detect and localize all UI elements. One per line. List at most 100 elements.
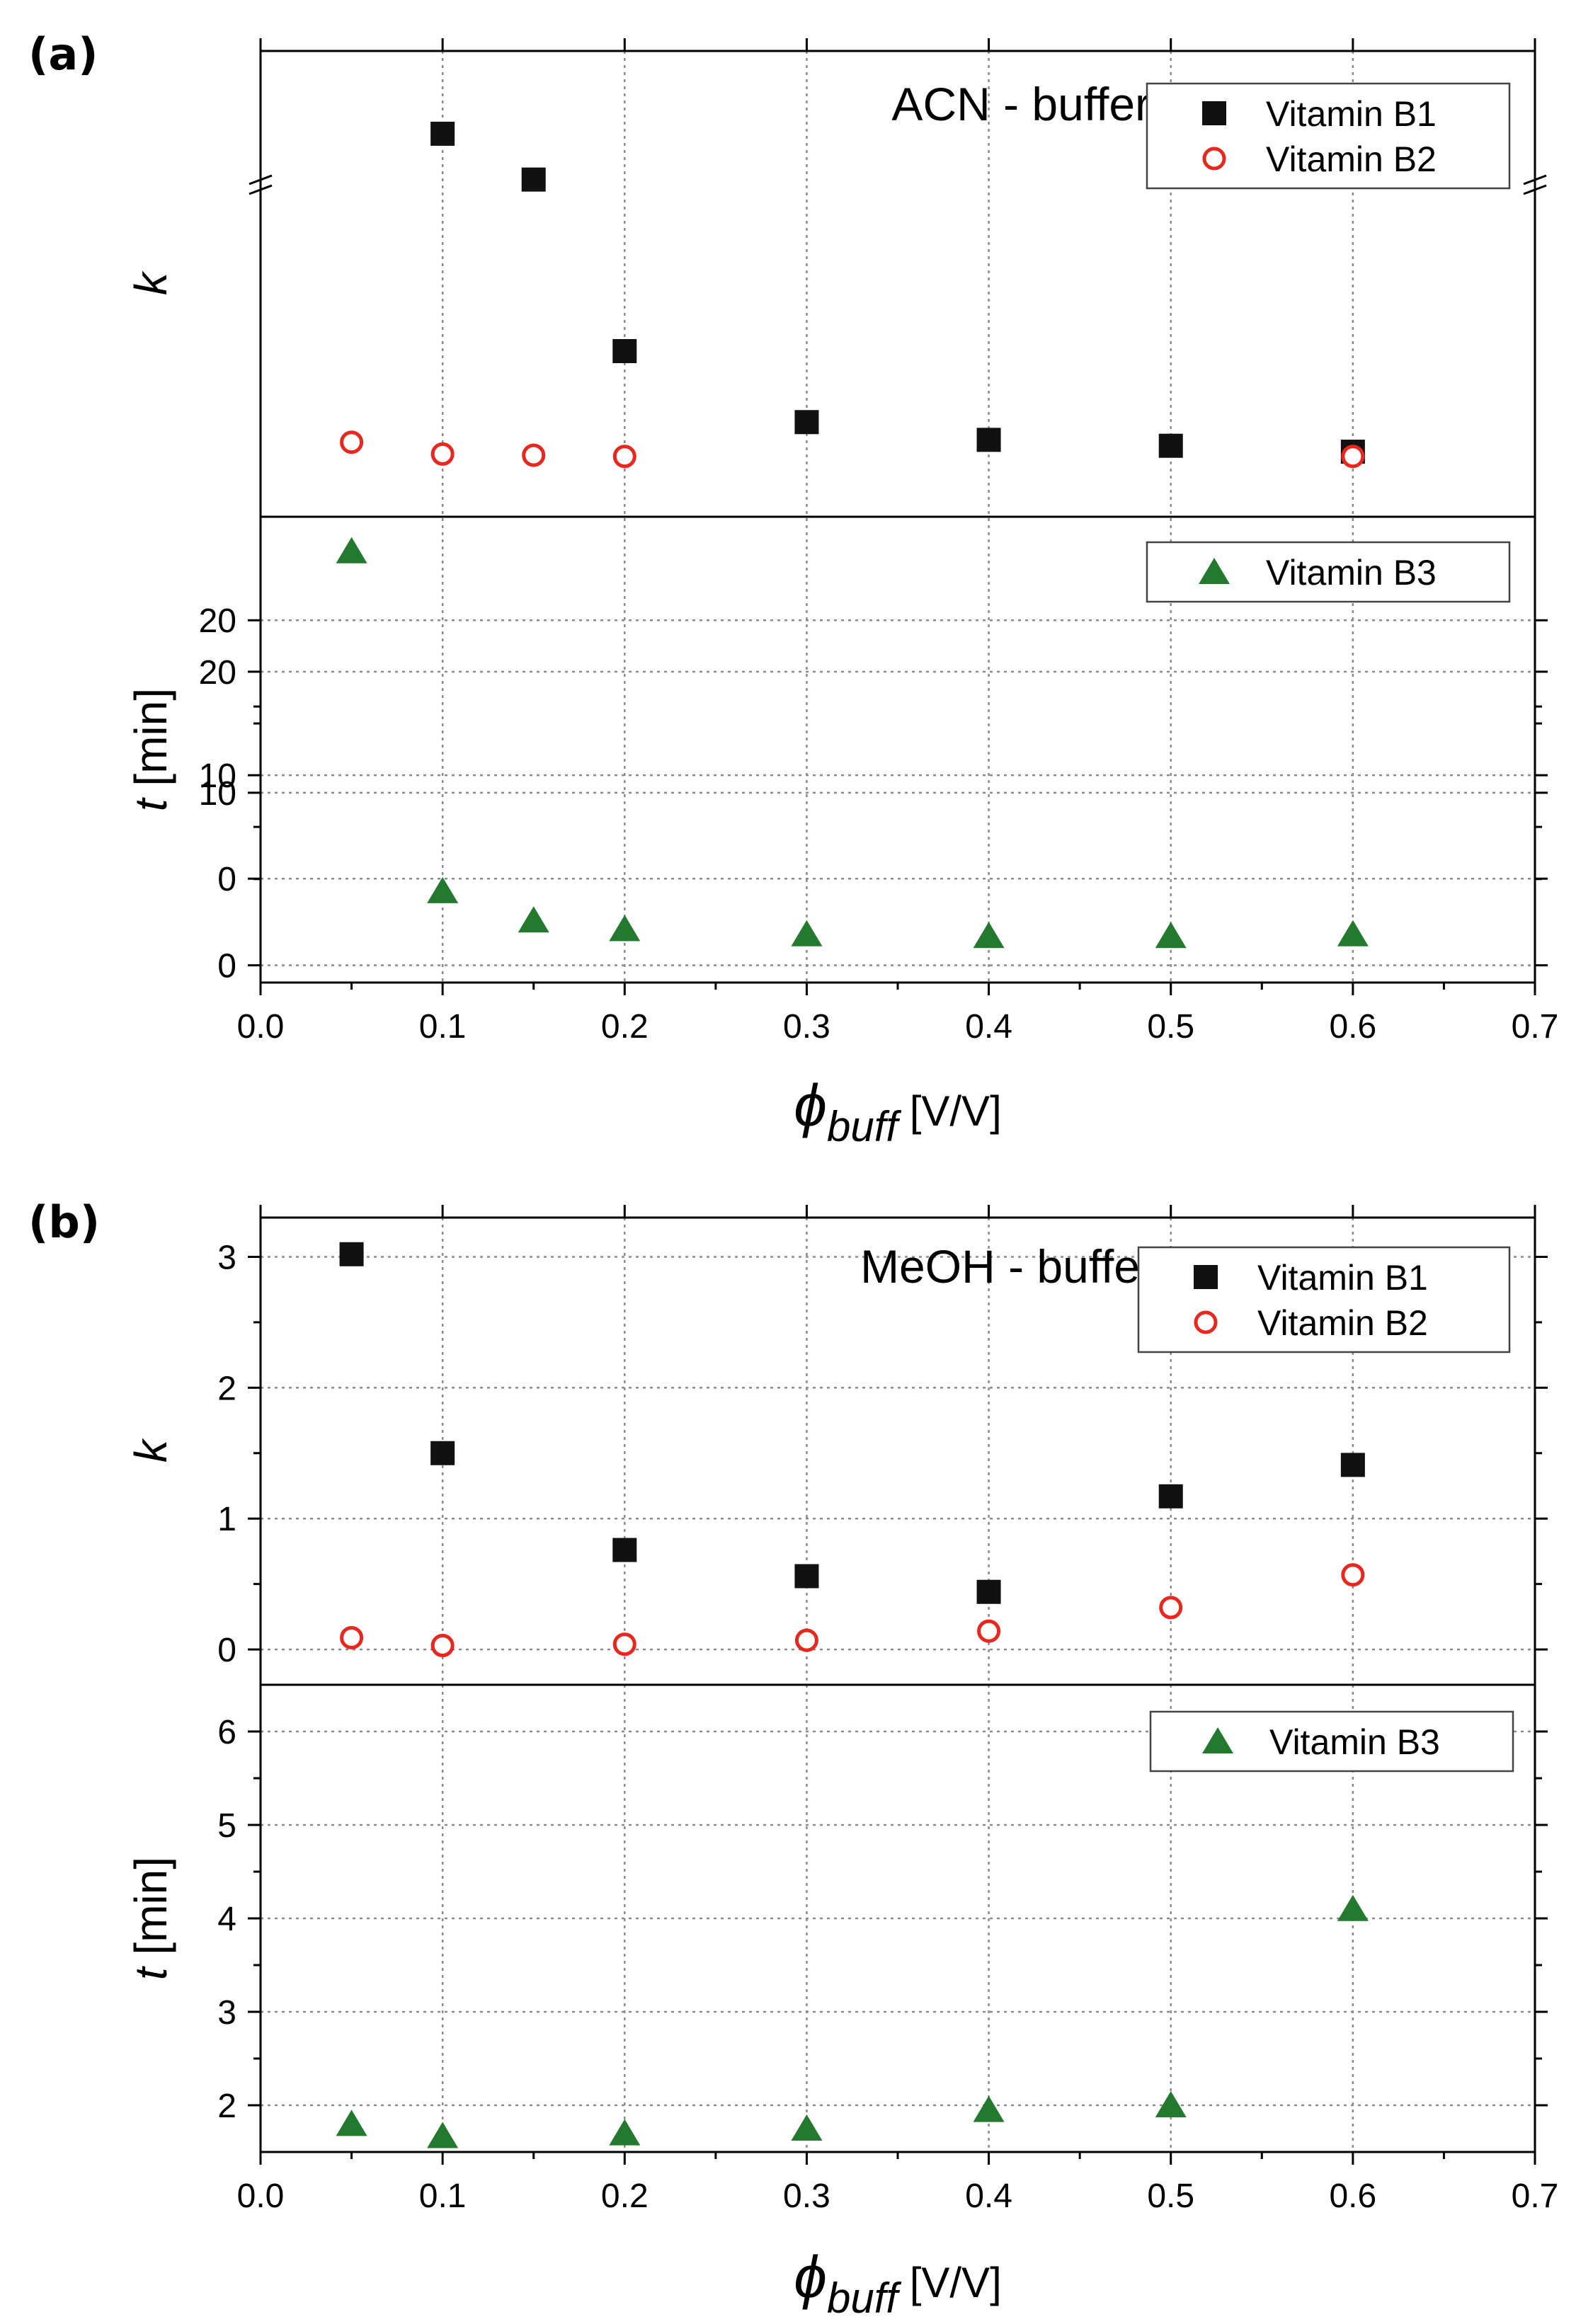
panel-b-label: (b) bbox=[28, 1196, 101, 1248]
legend-label: Vitamin B3 bbox=[1269, 1722, 1440, 1762]
x-tick-label: 0.1 bbox=[419, 2177, 467, 2215]
y-axis-label: t [min] bbox=[125, 688, 176, 811]
x-axis-label: ϕbuff [V/V] bbox=[794, 1072, 1002, 1150]
data-point bbox=[340, 430, 364, 454]
data-point bbox=[340, 1625, 364, 1649]
x-tick-label: 0.5 bbox=[1147, 1008, 1194, 1046]
legend-label: Vitamin B2 bbox=[1266, 139, 1437, 179]
panel-b-chart: 0 1 2 3 k MeOH - buffer Vitamin B1 Vitamin B2 2 3… bbox=[125, 1205, 1558, 2322]
data-point bbox=[336, 537, 367, 563]
data-point bbox=[1340, 1453, 1365, 1477]
data-point bbox=[430, 1441, 455, 1465]
y-tick-label: 0 bbox=[217, 1632, 236, 1669]
data-point bbox=[1158, 433, 1183, 458]
series-vitamin-b3 bbox=[336, 537, 1369, 949]
data-point bbox=[794, 1628, 818, 1652]
legend-label: Vitamin B1 bbox=[1257, 1258, 1428, 1298]
y-tick-label: 10 bbox=[199, 757, 236, 795]
panel-annotation: MeOH - buffer bbox=[860, 1240, 1155, 1293]
x-tick-label: 0.2 bbox=[601, 1008, 649, 1046]
legend-label: Vitamin B2 bbox=[1257, 1303, 1428, 1343]
series-vitamin-b3 bbox=[336, 1894, 1369, 2148]
x-tick-label: 0.4 bbox=[965, 2177, 1012, 2215]
series-vitamin-b2 bbox=[340, 430, 1365, 469]
legend-marker bbox=[1202, 147, 1226, 171]
x-tick-label: 0.1 bbox=[419, 1008, 467, 1046]
y-tick-label: 3 bbox=[217, 1994, 236, 2032]
series-vitamin-b1 bbox=[430, 121, 1365, 464]
y-tick-label: 4 bbox=[217, 1901, 236, 1938]
y-tick-label: 20 bbox=[199, 602, 236, 640]
data-point bbox=[612, 1632, 636, 1656]
y-tick-label: 2 bbox=[217, 1370, 236, 1407]
y-tick-label: 5 bbox=[217, 1807, 236, 1845]
y-tick-label: 0 bbox=[217, 861, 236, 898]
x-tick-label: 0.6 bbox=[1329, 2177, 1376, 2215]
data-point bbox=[1337, 1894, 1369, 1921]
x-tick-label: 0.2 bbox=[601, 2177, 649, 2215]
legend-label: Vitamin B1 bbox=[1266, 94, 1437, 134]
y-tick-label: 1 bbox=[217, 1501, 236, 1538]
data-point bbox=[612, 339, 637, 363]
legend-marker bbox=[1202, 1727, 1233, 1753]
data-point bbox=[794, 410, 819, 435]
series-vitamin-b2 bbox=[340, 1563, 1365, 1658]
legend-box bbox=[1146, 82, 1511, 190]
legend-marker bbox=[1194, 1265, 1218, 1289]
x-tick-label: 0.5 bbox=[1147, 2177, 1194, 2215]
data-point bbox=[1341, 1563, 1365, 1587]
data-point bbox=[973, 2095, 1005, 2122]
y-axis-label: k bbox=[125, 270, 176, 295]
x-tick-label: 0.0 bbox=[237, 2177, 285, 2215]
y-axis-label: t [min] bbox=[125, 1857, 176, 1980]
x-tick-label: 0.7 bbox=[1512, 2177, 1559, 2215]
data-point bbox=[1337, 920, 1369, 946]
data-point bbox=[427, 876, 459, 903]
data-point bbox=[977, 1619, 1001, 1643]
data-point bbox=[1158, 1484, 1183, 1509]
y-tick-label: 20 bbox=[199, 654, 236, 692]
data-point bbox=[339, 1242, 364, 1266]
data-point bbox=[794, 1564, 819, 1589]
y-tick-label: 10 bbox=[199, 775, 236, 813]
x-tick-label: 0.6 bbox=[1329, 1008, 1376, 1046]
data-point bbox=[609, 2119, 641, 2146]
x-tick-label: 0.7 bbox=[1512, 1008, 1559, 1046]
panel-annotation: ACN - buffer bbox=[891, 78, 1150, 130]
legend-marker bbox=[1199, 558, 1230, 584]
data-point bbox=[976, 1579, 1001, 1604]
data-point bbox=[521, 167, 546, 192]
data-point bbox=[430, 442, 455, 466]
data-point bbox=[1341, 445, 1365, 469]
data-point bbox=[1155, 922, 1187, 949]
y-tick-label: 2 bbox=[217, 2088, 236, 2125]
legend-marker bbox=[1194, 1310, 1218, 1334]
data-point bbox=[430, 1634, 455, 1658]
data-point bbox=[522, 443, 546, 467]
data-point bbox=[791, 920, 823, 946]
x-tick-label: 0.3 bbox=[783, 2177, 830, 2215]
data-point bbox=[976, 428, 1001, 452]
x-axis-label: ϕbuff [V/V] bbox=[794, 2243, 1002, 2322]
data-point bbox=[518, 906, 549, 933]
data-point bbox=[973, 922, 1005, 949]
panel-a-label: (a) bbox=[28, 28, 98, 80]
series-vitamin-b1 bbox=[339, 1242, 1365, 1604]
data-point bbox=[612, 445, 636, 469]
data-point bbox=[336, 2110, 367, 2136]
data-point bbox=[1159, 1596, 1183, 1620]
legend-label: Vitamin B3 bbox=[1266, 553, 1437, 593]
data-point bbox=[427, 2122, 459, 2148]
x-tick-label: 0.0 bbox=[237, 1008, 285, 1046]
data-point bbox=[612, 1538, 637, 1562]
data-point bbox=[430, 121, 455, 146]
y-tick-label: 3 bbox=[217, 1239, 236, 1276]
legend-marker bbox=[1202, 101, 1226, 125]
y-tick-label: 0 bbox=[217, 948, 236, 985]
legend-box bbox=[1137, 1246, 1511, 1353]
data-point bbox=[609, 915, 641, 941]
y-tick-label: 6 bbox=[217, 1714, 236, 1751]
y-axis-label: k bbox=[125, 1438, 176, 1462]
data-point bbox=[791, 2114, 823, 2141]
